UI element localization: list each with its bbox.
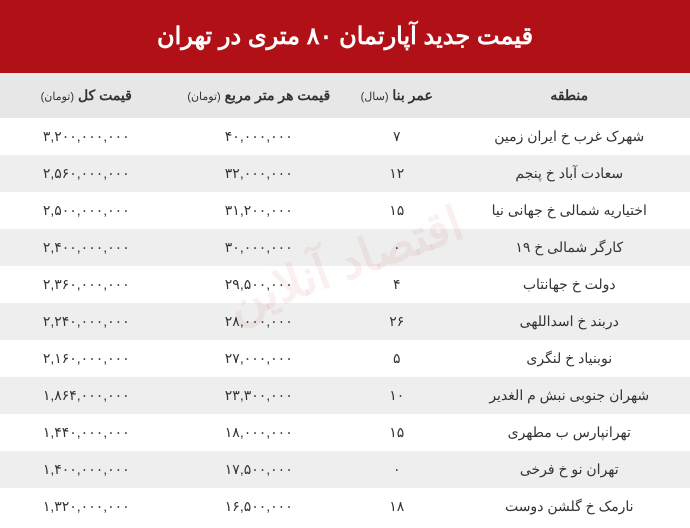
col-header-age: عمر بنا (سال)	[345, 73, 449, 118]
table-row: دربند خ اسداللهی۲۶۲۸,۰۰۰,۰۰۰۲,۲۴۰,۰۰۰,۰۰…	[0, 303, 690, 340]
cell-total: ۱,۸۶۴,۰۰۰,۰۰۰	[0, 377, 173, 414]
cell-total: ۲,۱۶۰,۰۰۰,۰۰۰	[0, 340, 173, 377]
cell-total: ۱,۴۴۰,۰۰۰,۰۰۰	[0, 414, 173, 451]
cell-ppm: ۲۸,۰۰۰,۰۰۰	[173, 303, 346, 340]
cell-region: شهرک غرب خ ایران زمین	[449, 118, 690, 155]
cell-region: نوبنیاد خ لنگری	[449, 340, 690, 377]
price-table: منطقه عمر بنا (سال) قیمت هر متر مربع (تو…	[0, 73, 690, 525]
cell-region: تهران نو خ فرخی	[449, 451, 690, 488]
cell-age: ۵	[345, 340, 449, 377]
cell-region: دولت خ جهانتاب	[449, 266, 690, 303]
cell-ppm: ۱۶,۵۰۰,۰۰۰	[173, 488, 346, 525]
col-unit: (تومان)	[41, 91, 74, 103]
cell-total: ۲,۵۰۰,۰۰۰,۰۰۰	[0, 192, 173, 229]
table-row: شهران جنوبی نبش م الغدیر۱۰۲۳,۳۰۰,۰۰۰۱,۸۶…	[0, 377, 690, 414]
cell-total: ۲,۵۶۰,۰۰۰,۰۰۰	[0, 155, 173, 192]
table-row: نارمک خ گلشن دوست۱۸۱۶,۵۰۰,۰۰۰۱,۳۲۰,۰۰۰,۰…	[0, 488, 690, 525]
cell-total: ۳,۲۰۰,۰۰۰,۰۰۰	[0, 118, 173, 155]
cell-total: ۱,۴۰۰,۰۰۰,۰۰۰	[0, 451, 173, 488]
cell-total: ۲,۳۶۰,۰۰۰,۰۰۰	[0, 266, 173, 303]
col-header-region: منطقه	[449, 73, 690, 118]
table-row: نوبنیاد خ لنگری۵۲۷,۰۰۰,۰۰۰۲,۱۶۰,۰۰۰,۰۰۰	[0, 340, 690, 377]
col-label: عمر بنا	[392, 87, 432, 103]
table-row: کارگر شمالی خ ۱۹۰۳۰,۰۰۰,۰۰۰۲,۴۰۰,۰۰۰,۰۰۰	[0, 229, 690, 266]
cell-ppm: ۴۰,۰۰۰,۰۰۰	[173, 118, 346, 155]
cell-ppm: ۲۹,۵۰۰,۰۰۰	[173, 266, 346, 303]
col-label: قیمت کل	[78, 87, 132, 103]
cell-age: ۱۵	[345, 414, 449, 451]
table-row: شهرک غرب خ ایران زمین۷۴۰,۰۰۰,۰۰۰۳,۲۰۰,۰۰…	[0, 118, 690, 155]
cell-age: ۱۵	[345, 192, 449, 229]
cell-region: کارگر شمالی خ ۱۹	[449, 229, 690, 266]
cell-region: نارمک خ گلشن دوست	[449, 488, 690, 525]
table-title: قیمت جدید آپارتمان ۸۰ متری در تهران	[0, 0, 690, 73]
header-row: منطقه عمر بنا (سال) قیمت هر متر مربع (تو…	[0, 73, 690, 118]
cell-age: ۰	[345, 229, 449, 266]
cell-age: ۱۲	[345, 155, 449, 192]
cell-age: ۴	[345, 266, 449, 303]
cell-total: ۱,۳۲۰,۰۰۰,۰۰۰	[0, 488, 173, 525]
col-label: قیمت هر متر مربع	[225, 87, 331, 103]
table-row: اختیاریه شمالی خ جهانی نیا۱۵۳۱,۲۰۰,۰۰۰۲,…	[0, 192, 690, 229]
cell-ppm: ۱۷,۵۰۰,۰۰۰	[173, 451, 346, 488]
col-unit: (سال)	[361, 91, 389, 103]
cell-ppm: ۳۲,۰۰۰,۰۰۰	[173, 155, 346, 192]
cell-ppm: ۲۳,۳۰۰,۰۰۰	[173, 377, 346, 414]
col-header-ppm: قیمت هر متر مربع (تومان)	[173, 73, 346, 118]
cell-ppm: ۱۸,۰۰۰,۰۰۰	[173, 414, 346, 451]
cell-region: تهرانپارس ب مطهری	[449, 414, 690, 451]
cell-ppm: ۳۱,۲۰۰,۰۰۰	[173, 192, 346, 229]
cell-age: ۲۶	[345, 303, 449, 340]
cell-age: ۷	[345, 118, 449, 155]
col-label: منطقه	[550, 87, 588, 103]
cell-age: ۱۸	[345, 488, 449, 525]
table-row: دولت خ جهانتاب۴۲۹,۵۰۰,۰۰۰۲,۳۶۰,۰۰۰,۰۰۰	[0, 266, 690, 303]
cell-age: ۱۰	[345, 377, 449, 414]
cell-total: ۲,۲۴۰,۰۰۰,۰۰۰	[0, 303, 173, 340]
cell-region: اختیاریه شمالی خ جهانی نیا	[449, 192, 690, 229]
table-body: شهرک غرب خ ایران زمین۷۴۰,۰۰۰,۰۰۰۳,۲۰۰,۰۰…	[0, 118, 690, 525]
table-row: تهرانپارس ب مطهری۱۵۱۸,۰۰۰,۰۰۰۱,۴۴۰,۰۰۰,۰…	[0, 414, 690, 451]
cell-total: ۲,۴۰۰,۰۰۰,۰۰۰	[0, 229, 173, 266]
cell-region: شهران جنوبی نبش م الغدیر	[449, 377, 690, 414]
table-row: تهران نو خ فرخی۰۱۷,۵۰۰,۰۰۰۱,۴۰۰,۰۰۰,۰۰۰	[0, 451, 690, 488]
cell-region: دربند خ اسداللهی	[449, 303, 690, 340]
col-unit: (تومان)	[187, 91, 220, 103]
cell-ppm: ۳۰,۰۰۰,۰۰۰	[173, 229, 346, 266]
cell-age: ۰	[345, 451, 449, 488]
price-table-container: قیمت جدید آپارتمان ۸۰ متری در تهران منطق…	[0, 0, 690, 525]
cell-ppm: ۲۷,۰۰۰,۰۰۰	[173, 340, 346, 377]
table-row: سعادت آباد خ پنجم۱۲۳۲,۰۰۰,۰۰۰۲,۵۶۰,۰۰۰,۰…	[0, 155, 690, 192]
col-header-total: قیمت کل (تومان)	[0, 73, 173, 118]
cell-region: سعادت آباد خ پنجم	[449, 155, 690, 192]
